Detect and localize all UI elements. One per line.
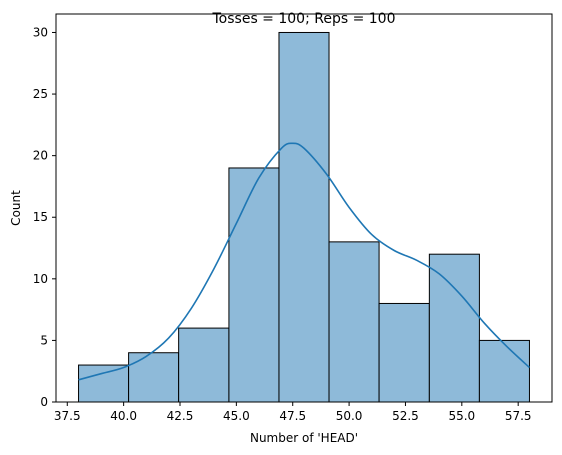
- histogram-bar-3: [178, 327, 230, 403]
- chart-title: Tosses = 100; Reps = 100: [212, 11, 396, 27]
- bars-group: [78, 31, 530, 403]
- histogram-bar-9: [478, 339, 530, 403]
- histogram-bar-8: [428, 253, 480, 403]
- histogram-bar-6: [328, 241, 380, 403]
- y-tick-label: 10: [33, 272, 48, 286]
- plot-frame: [55, 13, 553, 403]
- x-tick-label: 50.0: [336, 409, 363, 423]
- y-tick-label: 20: [33, 149, 48, 163]
- histogram-bar-4: [228, 167, 280, 403]
- y-tick-label: 30: [33, 25, 48, 39]
- x-tick-label: 57.5: [505, 409, 532, 423]
- x-tick-label: 40.0: [110, 409, 137, 423]
- histogram-bar-5: [278, 31, 330, 403]
- x-tick-label: 42.5: [167, 409, 194, 423]
- histogram-bar-2: [128, 352, 180, 403]
- y-axis-label: Count: [9, 190, 23, 226]
- histogram-bar-7: [378, 302, 430, 403]
- y-axis-ticks: 0 5 10 15 20 25 30: [33, 25, 56, 409]
- kde-curve: [78, 142, 530, 381]
- x-tick-label: 55.0: [448, 409, 475, 423]
- x-axis-ticks: 37.5 40.0 42.5 45.0 47.5 50.0 52.5 55.0 57.5: [54, 402, 532, 423]
- y-tick-label: 5: [40, 333, 48, 347]
- histogram-bar-1: [78, 364, 130, 403]
- x-axis-label: Number of 'HEAD': [250, 431, 358, 445]
- y-tick-label: 25: [33, 87, 48, 101]
- x-tick-label: 45.0: [223, 409, 250, 423]
- x-tick-label: 37.5: [54, 409, 81, 423]
- y-tick-label: 0: [40, 395, 48, 409]
- x-tick-label: 52.5: [392, 409, 419, 423]
- y-tick-label: 15: [33, 210, 48, 224]
- x-tick-label: 47.5: [279, 409, 306, 423]
